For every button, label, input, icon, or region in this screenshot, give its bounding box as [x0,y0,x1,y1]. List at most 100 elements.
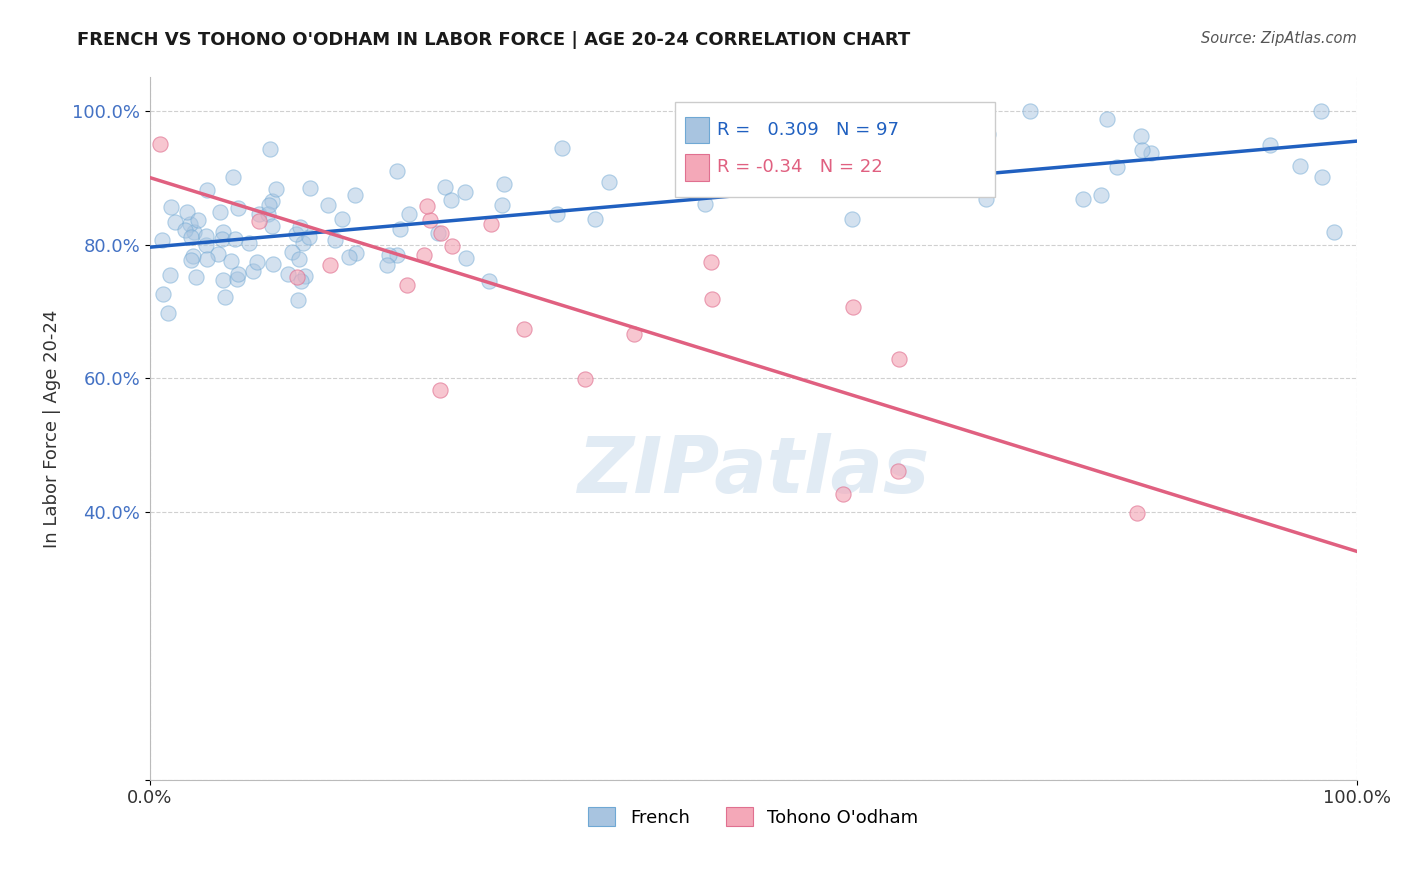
Point [266,182,288,196]
Point [194,238,217,252]
Point [378,247,401,261]
Text: Source: ZipAtlas.com: Source: ZipAtlas.com [1201,31,1357,46]
FancyBboxPatch shape [675,102,995,197]
FancyBboxPatch shape [685,117,709,144]
Point [1019,103,1042,118]
Point [785,182,807,196]
Point [157,305,180,319]
Point [152,286,174,301]
Point [262,257,284,271]
Point [1322,225,1344,239]
Point [416,198,439,212]
Point [1310,170,1333,185]
Point [150,233,173,247]
Point [173,223,195,237]
Point [492,177,515,191]
Point [176,205,198,219]
Point [195,183,218,197]
Point [294,268,316,283]
Point [226,271,249,285]
Point [491,197,513,211]
FancyBboxPatch shape [685,154,709,181]
Point [181,249,204,263]
Text: R =   0.309   N = 97: R = 0.309 N = 97 [717,121,900,139]
Point [211,232,233,246]
Point [180,230,202,244]
Point [419,213,441,227]
Point [693,196,716,211]
Point [385,164,408,178]
Point [1289,159,1312,173]
Point [163,214,186,228]
Point [316,198,339,212]
Point [841,211,863,226]
Point [1090,188,1112,202]
Point [287,293,309,307]
Point [238,235,260,250]
Point [583,211,606,226]
Point [257,207,280,221]
Point [226,201,249,215]
Point [1130,129,1153,144]
Point [1140,145,1163,160]
Legend: French, Tohono O'odham: French, Tohono O'odham [581,800,925,834]
Point [389,221,412,235]
Point [832,487,855,501]
Point [1107,160,1129,174]
Point [325,233,347,247]
Point [479,217,502,231]
Point [1130,143,1153,157]
Point [291,235,314,250]
Point [224,232,246,246]
Point [246,254,269,268]
Point [183,225,205,239]
Point [284,227,307,242]
Point [429,383,451,397]
Point [758,123,780,137]
Point [513,321,536,335]
Text: R = -0.34   N = 22: R = -0.34 N = 22 [717,158,883,177]
Point [180,252,202,267]
Point [344,246,367,260]
Point [1095,112,1118,127]
Point [242,264,264,278]
Point [330,212,353,227]
Point [179,217,201,231]
Point [288,252,311,267]
Point [700,254,723,268]
Point [344,187,367,202]
Y-axis label: In Labor Force | Age 20-24: In Labor Force | Age 20-24 [44,310,60,548]
Point [440,239,463,253]
Point [319,258,342,272]
Point [298,181,321,195]
Point [887,351,910,366]
Point [842,300,865,314]
Point [260,194,283,208]
Point [222,169,245,184]
Point [375,258,398,272]
Point [396,277,419,292]
Point [257,198,280,212]
Point [260,219,283,233]
Point [398,206,420,220]
Text: FRENCH VS TOHONO O'ODHAM IN LABOR FORCE | AGE 20-24 CORRELATION CHART: FRENCH VS TOHONO O'ODHAM IN LABOR FORCE … [77,31,911,49]
Point [285,270,308,285]
Point [149,137,172,152]
Point [440,194,463,208]
Point [385,248,408,262]
Point [207,247,229,261]
Point [187,212,209,227]
Point [195,252,218,267]
Point [1071,192,1094,206]
Point [976,192,998,206]
Point [337,250,360,264]
Point [574,372,596,386]
Point [1126,506,1149,520]
Point [160,200,183,214]
Point [478,274,501,288]
Point [221,254,243,268]
Point [426,226,449,240]
Point [977,128,1000,142]
Point [247,207,270,221]
Point [259,142,281,156]
